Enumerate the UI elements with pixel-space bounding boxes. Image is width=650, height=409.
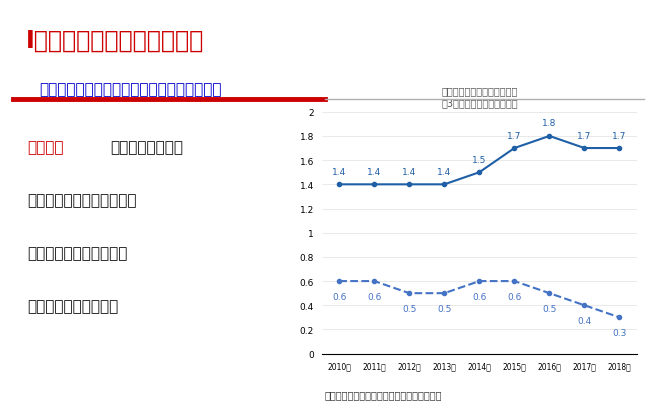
Text: 1.4: 1.4	[332, 167, 346, 176]
Text: ２．企業主導の職業能力開発がもたらす課題: ２．企業主導の職業能力開発がもたらす課題	[39, 82, 222, 97]
Text: 1.4: 1.4	[437, 167, 452, 176]
Text: 0.3: 0.3	[612, 328, 627, 337]
Text: 1.7: 1.7	[507, 131, 521, 140]
Text: 0.6: 0.6	[472, 292, 487, 301]
Title: 労働者一人当たり平均支出額
（3年移動平均、単位：円）: 労働者一人当たり平均支出額 （3年移動平均、単位：円）	[441, 86, 517, 108]
Text: 1.7: 1.7	[612, 131, 627, 140]
Text: 1.5: 1.5	[472, 155, 487, 164]
Text: 会全体の職業能力開発機: 会全体の職業能力開発機	[27, 245, 128, 261]
Text: 0.6: 0.6	[507, 292, 521, 301]
Text: 資が伸びていかないと、社: 資が伸びていかないと、社	[27, 193, 137, 208]
Text: 0.4: 0.4	[577, 317, 592, 326]
Text: 0.6: 0.6	[367, 292, 382, 301]
Text: 課題１：: 課題１：	[27, 140, 64, 155]
Text: 1.8: 1.8	[542, 119, 556, 128]
Text: 0.5: 0.5	[542, 304, 556, 313]
Text: 0.6: 0.6	[332, 292, 346, 301]
Text: 1.7: 1.7	[577, 131, 592, 140]
Text: 会が縮小・停滞する。: 会が縮小・停滞する。	[27, 298, 119, 313]
Text: 1.4: 1.4	[402, 167, 417, 176]
Text: 0.5: 0.5	[437, 304, 452, 313]
Text: 資料出所：厚生労働省「能力開発基本調査」: 資料出所：厚生労働省「能力開発基本調査」	[325, 389, 443, 399]
Text: 0.5: 0.5	[402, 304, 417, 313]
Text: 企業の教育訓練投: 企業の教育訓練投	[111, 140, 183, 155]
Text: 1.4: 1.4	[367, 167, 382, 176]
Text: Ⅰ．企業主導の職業能力開発: Ⅰ．企業主導の職業能力開発	[26, 29, 204, 53]
